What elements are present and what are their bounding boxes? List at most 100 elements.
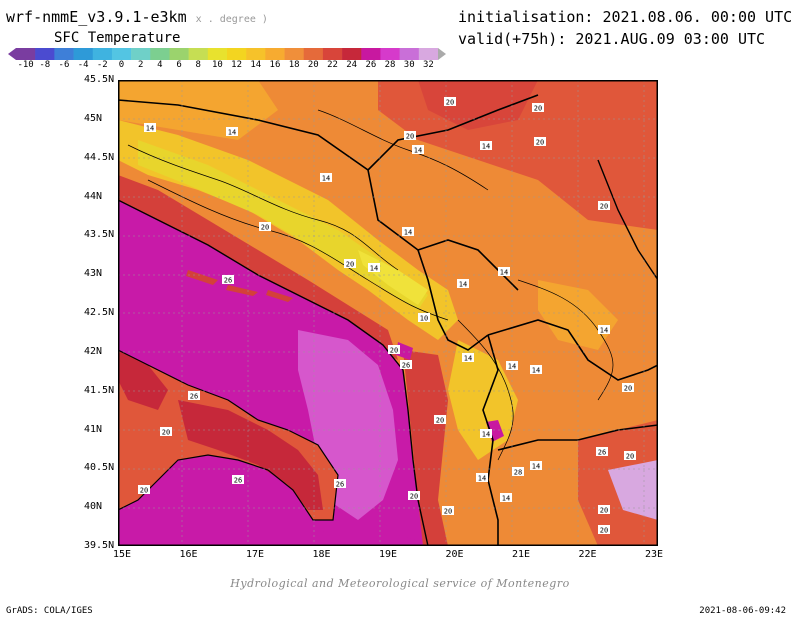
colorbar-tick-label: 32 bbox=[422, 60, 434, 70]
contour-label-bg bbox=[408, 491, 420, 500]
colorbar-cell bbox=[246, 48, 266, 60]
longitude-label: 19E bbox=[378, 549, 398, 560]
longitude-label: 15E bbox=[112, 549, 132, 560]
contour-label-bg bbox=[412, 145, 424, 154]
contour-label-bg bbox=[506, 361, 518, 370]
contour-labels: 14 20 20 20 14 14 14 20 14 20 20 14 20 26 14 14 14 10 20 26… bbox=[138, 97, 636, 535]
colorbar-tick-label: -4 bbox=[77, 60, 89, 70]
contour-label-bg bbox=[320, 173, 332, 182]
latitude-label: 39.5N bbox=[84, 540, 115, 551]
colorbar-tick-label: 12 bbox=[231, 60, 242, 70]
border-romania bbox=[597, 159, 658, 281]
contour-label-bg bbox=[598, 201, 610, 210]
colorbar-cell bbox=[303, 48, 324, 60]
colorbar-tick-label: 28 bbox=[384, 60, 396, 70]
latitude-label: 41N bbox=[84, 423, 103, 435]
colorbar-cell bbox=[399, 48, 420, 60]
ionian-sea bbox=[318, 520, 438, 546]
colorbar-tick-label: 26 bbox=[365, 60, 377, 70]
contour-label-bg bbox=[512, 467, 524, 476]
colorbar-tick-label: -6 bbox=[58, 60, 70, 70]
latitude-label: 45N bbox=[84, 112, 103, 124]
contour-label: 14 bbox=[464, 355, 472, 363]
contour-label-bg bbox=[534, 137, 546, 146]
latitude-label: 45.5N bbox=[84, 74, 115, 85]
contour-label-bg bbox=[334, 479, 346, 488]
gulf-of-taranto bbox=[118, 480, 278, 546]
coastline-italy bbox=[118, 349, 339, 521]
latitude-label: 40N bbox=[84, 501, 103, 513]
contour-label-bg bbox=[598, 505, 610, 514]
temperature-map: 14 20 20 20 14 14 14 20 14 20 20 14 20 26 14 14 14 10 20 26… bbox=[118, 80, 658, 546]
contour-label: 26 bbox=[336, 481, 344, 489]
contour-label: 26 bbox=[402, 362, 410, 370]
contour-label-bg bbox=[388, 345, 400, 354]
longitude-label: 17E bbox=[245, 549, 265, 560]
contour-label: 14 bbox=[482, 143, 490, 151]
longitude-label: 23E bbox=[644, 549, 664, 560]
colorbar-cell bbox=[169, 48, 189, 60]
contour-label-bg bbox=[368, 263, 380, 272]
model-name: wrf-nmmE_v3.9.1-e3km bbox=[6, 8, 187, 26]
latitude-label: 44.5N bbox=[84, 151, 115, 163]
contour-label: 14 bbox=[414, 147, 422, 155]
contour-label: 14 bbox=[322, 175, 330, 183]
contour-label-bg bbox=[188, 391, 200, 400]
contour-label-bg bbox=[444, 97, 456, 106]
contour-label: 14 bbox=[370, 265, 378, 273]
contour-label-bg bbox=[532, 103, 544, 112]
contour-label-bg bbox=[160, 427, 172, 436]
contour-label: 28 bbox=[514, 469, 522, 477]
contour-label: 20 bbox=[346, 261, 354, 269]
contour-label-bg bbox=[457, 279, 469, 288]
contour-label-bg bbox=[226, 127, 238, 136]
contour-label-bg bbox=[404, 131, 416, 140]
valid-time: valid(+75h): 2021.AUG.09 03:00 UTC bbox=[458, 30, 766, 48]
colorbar-tick-label: 8 bbox=[195, 60, 201, 70]
contour-label: 26 bbox=[598, 449, 606, 457]
hot-zone-ne-core bbox=[418, 80, 538, 130]
island-2 bbox=[226, 285, 258, 296]
contour-label: 20 bbox=[390, 347, 398, 355]
contour-label-bg bbox=[222, 275, 234, 284]
contour-label-bg bbox=[144, 123, 156, 132]
italy-gargano bbox=[118, 350, 168, 410]
contour-label-bg bbox=[622, 383, 634, 392]
contour-label: 14 bbox=[482, 431, 490, 439]
colorbar-tick-label: -8 bbox=[39, 60, 51, 70]
contour-label: 10 bbox=[420, 315, 428, 323]
contour-label: 26 bbox=[224, 277, 232, 285]
colorbar-cell bbox=[380, 48, 400, 60]
colorbar-tick-label: 22 bbox=[327, 60, 338, 70]
colorbar-cell bbox=[361, 48, 381, 60]
colorbar-tick-label: 30 bbox=[403, 60, 415, 70]
contour-label: 20 bbox=[600, 507, 608, 515]
latitude-label: 42.5N bbox=[84, 307, 115, 318]
contour-label-bg bbox=[480, 429, 492, 438]
contour-label: 14 bbox=[502, 495, 510, 503]
contour-label-bg bbox=[530, 461, 542, 470]
contour-label: 20 bbox=[436, 417, 444, 425]
contour-label: 14 bbox=[508, 363, 516, 371]
map-border bbox=[118, 80, 658, 546]
contour-label: 20 bbox=[626, 453, 634, 461]
border-kosovo-serbia bbox=[487, 319, 658, 381]
latitude-label: 41.5N bbox=[84, 384, 115, 396]
contour-label: 20 bbox=[536, 139, 544, 147]
colorbar-ticks: -10 -8 -6 -4 -2 0 2 4 6 8 10 12 14 16 18 20 22 24 26 28 30 32 bbox=[8, 60, 446, 72]
colorbar-tick-label: 18 bbox=[288, 60, 300, 70]
contour-label: 14 bbox=[459, 281, 467, 289]
colorbar-tick-label: 4 bbox=[157, 60, 163, 70]
contour-label: 20 bbox=[600, 203, 608, 211]
contour-label: 14 bbox=[600, 327, 608, 335]
contour-label-bg bbox=[462, 353, 474, 362]
contour-label-bg bbox=[434, 415, 446, 424]
colorbar-tick-label: 10 bbox=[211, 60, 223, 70]
colorbar-cell bbox=[418, 48, 439, 60]
colorbar-tick-label: 14 bbox=[250, 60, 262, 70]
contour-label: 20 bbox=[162, 429, 170, 437]
colorbar-cell bbox=[16, 48, 36, 60]
contour-label-bg bbox=[598, 525, 610, 534]
contour-label-bg bbox=[598, 325, 610, 334]
colorbar-tick-label: 0 bbox=[118, 60, 125, 70]
